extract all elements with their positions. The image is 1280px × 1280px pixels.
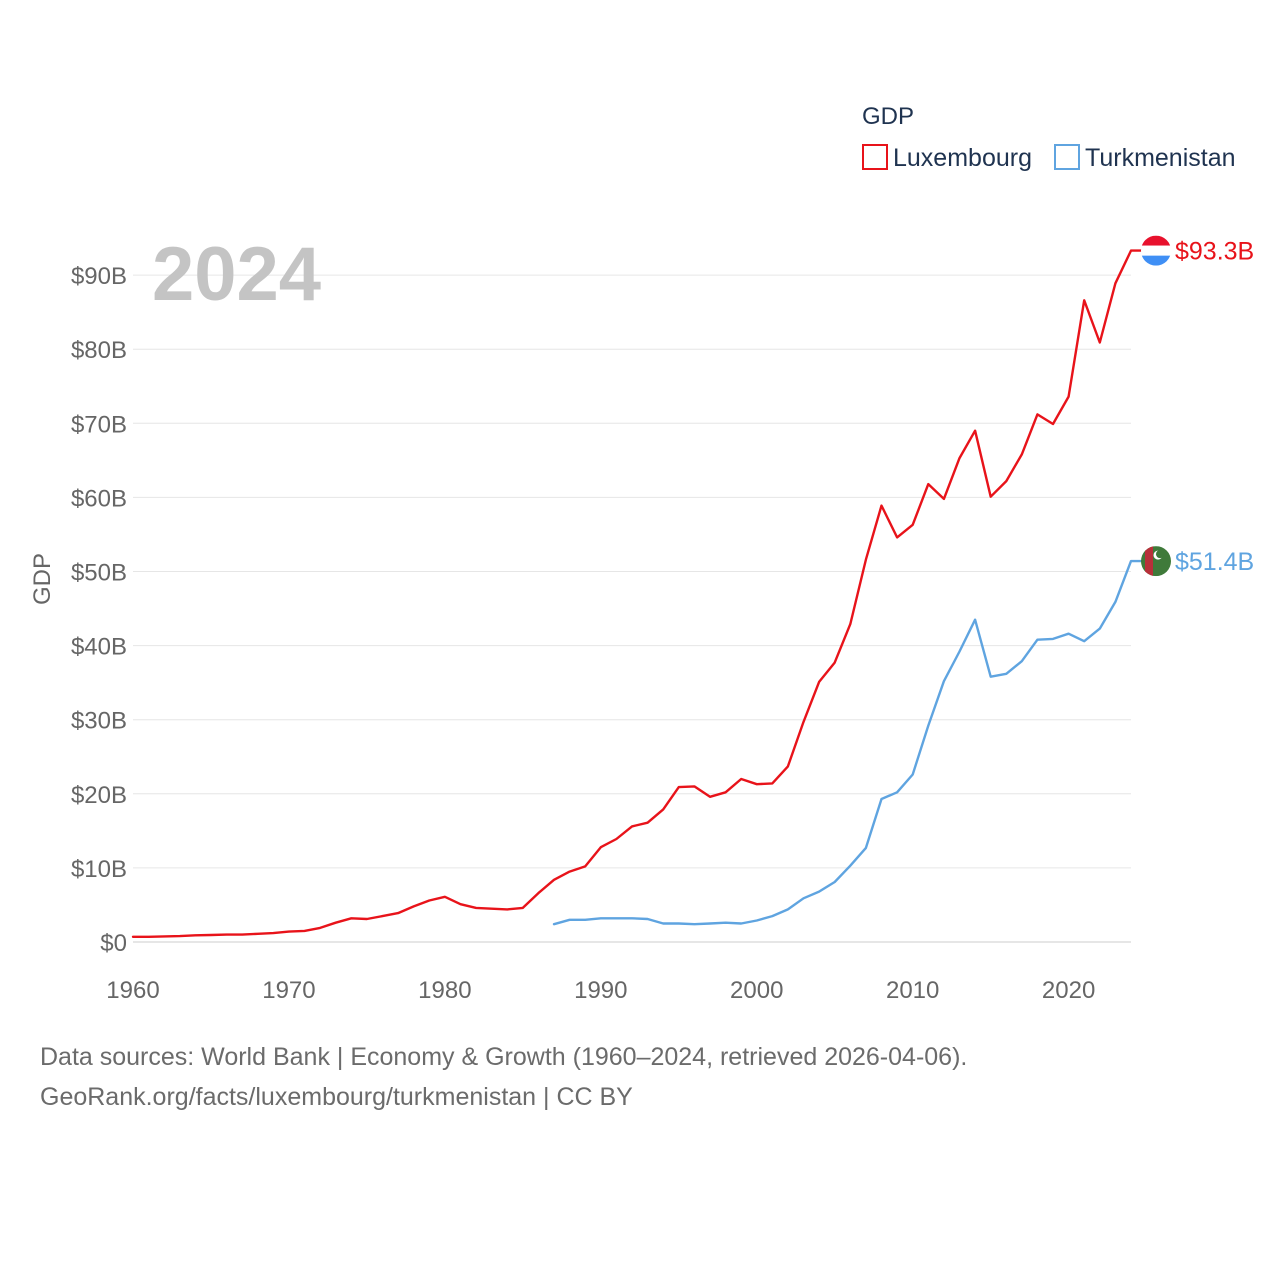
legend-swatch-luxembourg xyxy=(862,144,888,170)
flag-stripe-red xyxy=(1141,235,1171,246)
x-tick-label: 2010 xyxy=(886,977,939,1004)
end-value-label-luxembourg: $93.3B xyxy=(1175,238,1254,266)
luxembourg-flag-icon xyxy=(1141,235,1171,266)
footer-sources: Data sources: World Bank | Economy & Gro… xyxy=(40,1043,968,1071)
flag-body xyxy=(1141,235,1171,266)
legend-label-luxembourg: Luxembourg xyxy=(893,144,1032,172)
end-value-label-turkmenistan: $51.4B xyxy=(1175,548,1254,576)
x-tick-label: 2020 xyxy=(1042,977,1095,1004)
footer-link[interactable]: GeoRank.org/facts/luxembourg/turkmenista… xyxy=(40,1083,633,1111)
y-tick-label: $10B xyxy=(71,856,127,883)
flag-stripe-blue xyxy=(1141,255,1171,266)
x-tick-label: 1990 xyxy=(574,977,627,1004)
legend: GDP Luxembourg Turkmenistan xyxy=(862,103,1236,172)
y-tick-label: $0 xyxy=(100,930,127,957)
grid-lines xyxy=(133,274,1131,943)
y-tick-label: $30B xyxy=(71,708,127,735)
x-tick-label: 1980 xyxy=(418,977,471,1004)
flag-body xyxy=(1141,546,1171,577)
y-tick-label: $90B xyxy=(71,263,127,290)
y-tick-label: $80B xyxy=(71,337,127,364)
year-label: 2024 xyxy=(152,232,321,317)
y-axis-ticks: $0 $10B $20B $30B $40B $50B $60B $70B $80B $90B xyxy=(71,263,127,957)
y-tick-label: $60B xyxy=(71,485,127,512)
legend-title: GDP xyxy=(862,103,914,130)
series-lines xyxy=(131,249,1143,938)
x-tick-label: 1960 xyxy=(106,977,159,1004)
y-tick-label: $20B xyxy=(71,782,127,809)
legend-label-turkmenistan: Turkmenistan xyxy=(1085,144,1236,172)
x-tick-label: 2000 xyxy=(730,977,783,1004)
y-tick-label: $70B xyxy=(71,411,127,438)
y-axis-label: GDP xyxy=(29,553,56,605)
x-tick-label: 1970 xyxy=(262,977,315,1004)
flag-crescent-cut xyxy=(1156,550,1164,559)
legend-item-luxembourg[interactable]: Luxembourg xyxy=(862,144,1032,172)
legend-swatch-turkmenistan xyxy=(1054,144,1080,170)
y-tick-label: $50B xyxy=(71,560,127,587)
y-tick-label: $40B xyxy=(71,634,127,661)
legend-item-turkmenistan[interactable]: Turkmenistan xyxy=(1054,144,1236,172)
turkmenistan-flag-icon xyxy=(1141,546,1171,577)
x-axis-ticks: 1960 1970 1980 1990 2000 2010 2020 xyxy=(106,977,1095,1004)
flag-stripe-white xyxy=(1141,245,1171,256)
series-end-markers: $93.3B $51.4B xyxy=(1141,235,1254,577)
series-line-luxembourg xyxy=(131,249,1143,938)
flag-carpet-band xyxy=(1145,546,1153,577)
series-line-turkmenistan xyxy=(552,559,1143,926)
